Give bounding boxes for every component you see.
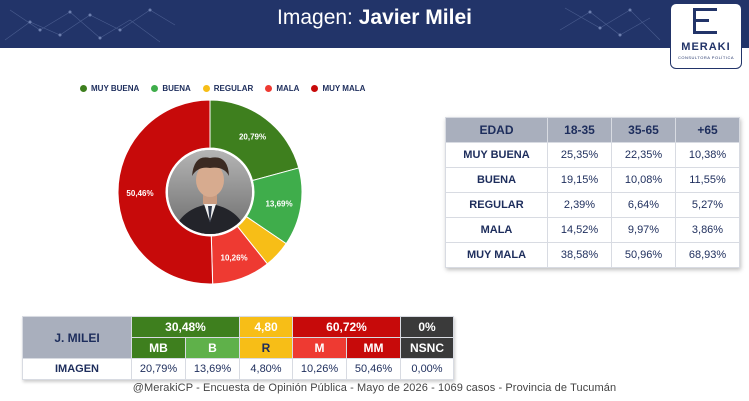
table-cell: 0,00% (400, 358, 454, 380)
candidate-photo (168, 150, 252, 234)
donut-value-labels: 20,79% 13,69% 10,26% 50,46% (126, 132, 292, 262)
donut-chart: 20,79% 13,69% 10,26% 50,46% (117, 99, 303, 285)
table-cell: 19,15% (547, 167, 612, 193)
table-cell: 50,46% (346, 358, 401, 380)
code-cell: R (239, 337, 293, 359)
legend-label: REGULAR (213, 84, 254, 93)
legend-swatch (311, 85, 319, 92)
row-label: MALA (445, 217, 548, 243)
column-header: EDAD (445, 117, 548, 143)
row-label: IMAGEN (22, 358, 132, 380)
regular-total: 4,80 (239, 316, 293, 338)
slice-value-label: 13,69% (265, 200, 292, 209)
age-breakdown-table: EDAD 18-35 35-65 +65 MUY BUENA 25,35% 22… (445, 117, 740, 268)
legend-item: REGULAR (202, 84, 254, 93)
code-cell: MM (346, 337, 401, 359)
table-header-row: EDAD 18-35 35-65 +65 (445, 117, 740, 143)
donut-slice (209, 99, 300, 182)
table-cell: 4,80% (239, 358, 293, 380)
code-cell: MB (131, 337, 186, 359)
row-label: MUY BUENA (445, 142, 548, 168)
header-banner: Imagen: Javier Milei (0, 0, 749, 48)
table-cell: 2,39% (547, 192, 612, 218)
summary-table: J. MILEI 30,48% 4,80 60,72% 0% MB B R M … (22, 316, 454, 380)
row-label: REGULAR (445, 192, 548, 218)
candidate-label: J. MILEI (22, 316, 132, 359)
legend-label: MUY BUENA (91, 84, 140, 93)
nsnc-total: 0% (400, 316, 454, 338)
logo-wordmark: MERAKI (681, 41, 731, 53)
table-cell: 25,35% (547, 142, 612, 168)
meraki-logo: MERAKI CONSULTORA POLÍTICA (670, 3, 742, 69)
legend-swatch (151, 85, 159, 92)
table-cell: 13,69% (185, 358, 240, 380)
table-row: MUY MALA 38,58% 50,96% 68,93% (445, 242, 740, 268)
table-cell: 22,35% (611, 142, 676, 168)
legend-item: BUENA (151, 84, 191, 93)
legend-item: MUY BUENA (80, 84, 139, 93)
summary-code-row: MB B R M MM NSNC (23, 337, 454, 359)
positive-total: 30,48% (131, 316, 240, 338)
negative-total: 60,72% (292, 316, 401, 338)
row-label: MUY MALA (445, 242, 548, 268)
donut-slices (117, 99, 303, 285)
table-row: REGULAR 2,39% 6,64% 5,27% (445, 192, 740, 218)
table-cell: 10,38% (675, 142, 740, 168)
network-pattern-decoration (4, 7, 661, 43)
legend-item: MUY MALA (311, 84, 365, 93)
legend-label: MALA (276, 84, 300, 93)
slice-value-label: 10,26% (221, 254, 248, 263)
footer-source: @MerakiCP - Encuesta de Opinión Pública … (132, 382, 617, 394)
donut-slice (117, 99, 214, 285)
table-cell: 38,58% (547, 242, 612, 268)
table-cell: 68,93% (675, 242, 740, 268)
table-row: BUENA 19,15% 10,08% 11,55% (445, 167, 740, 193)
code-cell: NSNC (400, 337, 454, 359)
column-header: 35-65 (611, 117, 676, 143)
summary-group-row: J. MILEI 30,48% 4,80 60,72% 0% (22, 316, 454, 359)
legend-label: BUENA (162, 84, 191, 93)
chart-legend: MUY BUENA BUENA REGULAR MALA MUY MALA (80, 84, 365, 93)
row-label: BUENA (445, 167, 548, 193)
logo-mark-icon (693, 8, 717, 34)
legend-swatch (80, 85, 87, 92)
column-header: +65 (675, 117, 740, 143)
table-cell: 10,26% (292, 358, 347, 380)
table-cell: 14,52% (547, 217, 612, 243)
table-row: MUY BUENA 25,35% 22,35% 10,38% (445, 142, 740, 168)
logo-subtitle: CONSULTORA POLÍTICA (677, 55, 735, 60)
legend-swatch (265, 85, 273, 92)
title-prefix: Imagen: (277, 6, 353, 29)
table-cell: 10,08% (611, 167, 676, 193)
table-cell: 5,27% (675, 192, 740, 218)
slice-value-label: 50,46% (126, 189, 153, 198)
code-cell: M (292, 337, 347, 359)
page-title: Imagen: Javier Milei (0, 6, 749, 30)
summary-value-row: IMAGEN 20,79% 13,69% 4,80% 10,26% 50,46%… (22, 358, 454, 380)
table-cell: 9,97% (611, 217, 676, 243)
table-cell: 11,55% (675, 167, 740, 193)
table-cell: 3,86% (675, 217, 740, 243)
title-name: Javier Milei (358, 6, 472, 29)
table-cell: 50,96% (611, 242, 676, 268)
code-cell: B (185, 337, 240, 359)
table-row: MALA 14,52% 9,97% 3,86% (445, 217, 740, 243)
table-cell: 6,64% (611, 192, 676, 218)
table-cell: 20,79% (131, 358, 186, 380)
legend-item: MALA (265, 84, 299, 93)
legend-label: MUY MALA (322, 84, 366, 93)
slice-value-label: 20,79% (239, 132, 266, 141)
column-header: 18-35 (547, 117, 612, 143)
legend-swatch (202, 85, 210, 92)
